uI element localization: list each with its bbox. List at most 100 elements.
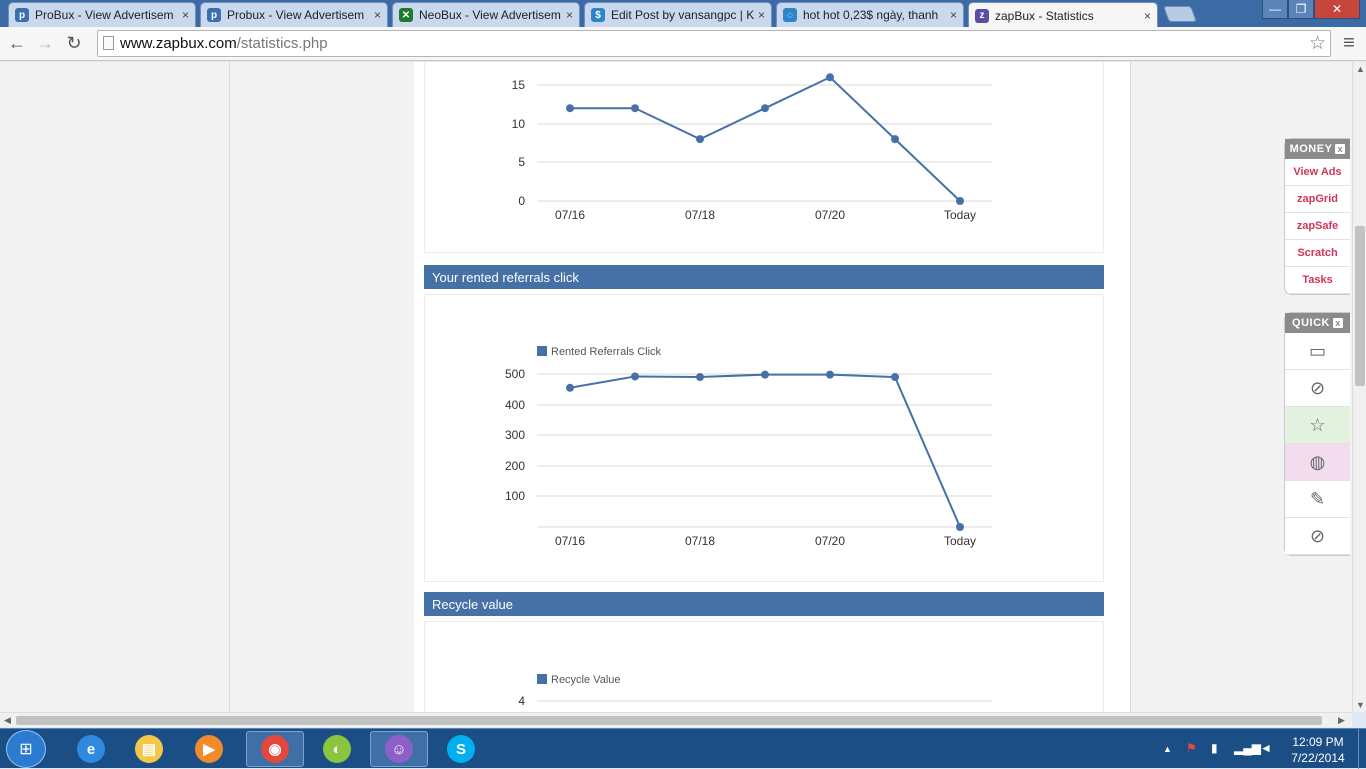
- browser-tab[interactable]: p ProBux - View Advertisem ×: [8, 2, 196, 27]
- data-point: [761, 104, 769, 113]
- favicon-icon: $: [591, 8, 605, 22]
- quick-link[interactable]: ◍: [1285, 444, 1350, 481]
- clock-date: 7/22/2014: [1291, 751, 1345, 765]
- favicon-icon: z: [975, 8, 989, 23]
- rented-referrals-header: Your rented referrals click: [424, 265, 1104, 289]
- y-tick-label: 100: [505, 489, 525, 503]
- url-path: /statistics.php: [236, 35, 328, 52]
- forward-button[interactable]: →: [34, 32, 56, 54]
- quick-link[interactable]: ⊘: [1285, 518, 1350, 555]
- quick-link[interactable]: ✎: [1285, 481, 1350, 518]
- rented-referrals-panel: Rented Referrals Click 500 400 300 200 100 07/…: [424, 294, 1104, 582]
- money-link[interactable]: zapGrid: [1285, 186, 1350, 213]
- coccoc-icon: ◐: [323, 735, 351, 763]
- quick-link[interactable]: ▭: [1285, 333, 1350, 370]
- quick-link[interactable]: ☆: [1285, 407, 1350, 444]
- scroll-down-icon[interactable]: ▼: [1356, 700, 1365, 710]
- taskbar-app[interactable]: ☺: [370, 731, 428, 767]
- quick-title: QUICK: [1292, 317, 1330, 329]
- reload-icon: ↻: [66, 32, 82, 53]
- browser-tab[interactable]: z zapBux - Statistics ×: [968, 2, 1158, 28]
- back-button[interactable]: ←: [6, 32, 28, 54]
- recycle-value-panel: Recycle Value 4: [424, 621, 1104, 712]
- vertical-scrollbar[interactable]: ▲ ▼: [1352, 62, 1366, 712]
- taskbar-app[interactable]: ▤: [120, 731, 178, 767]
- browser-tab[interactable]: ◌ hot hot 0,23$ ngày, thanh ×: [776, 2, 964, 27]
- y-tick-label: 300: [505, 428, 525, 442]
- horizontal-scrollbar[interactable]: ◀ ▶: [0, 712, 1352, 727]
- scroll-up-icon[interactable]: ▲: [1356, 64, 1365, 74]
- money-link[interactable]: View Ads: [1285, 159, 1350, 186]
- quick-link[interactable]: ⊘: [1285, 370, 1350, 407]
- chrome-menu-button[interactable]: ≡: [1338, 32, 1360, 54]
- close-tab-icon[interactable]: ×: [1143, 8, 1151, 23]
- browser-tab[interactable]: p Probux - View Advertisem ×: [200, 2, 388, 27]
- close-tab-icon[interactable]: ×: [949, 8, 957, 22]
- legend-swatch: [537, 674, 547, 684]
- bookmark-star-icon[interactable]: ☆: [1308, 33, 1326, 54]
- skype-icon: S: [447, 735, 475, 763]
- close-tab-icon[interactable]: ×: [373, 8, 381, 22]
- tab-title: Edit Post by vansangpc | K: [611, 8, 754, 22]
- star-icon: ☆: [1309, 414, 1326, 435]
- url-domain: www.zapbux.com: [120, 35, 237, 52]
- show-hidden-icons-icon[interactable]: ▲: [1163, 744, 1172, 754]
- show-desktop-button[interactable]: [1358, 729, 1366, 769]
- volume-icon[interactable]: ◄: [1260, 741, 1272, 755]
- left-gutter: [229, 62, 230, 712]
- legend-label: Rented Referrals Click: [551, 346, 662, 358]
- close-icon[interactable]: x: [1332, 318, 1343, 328]
- close-tab-icon[interactable]: ×: [757, 8, 765, 22]
- money-link[interactable]: Scratch: [1285, 240, 1350, 267]
- new-tab-button[interactable]: [1163, 6, 1197, 22]
- close-window-button[interactable]: ✕: [1314, 0, 1360, 19]
- network-signal-icon[interactable]: ▂▄▆: [1234, 741, 1261, 755]
- data-point: [631, 372, 639, 381]
- battery-icon[interactable]: ▮: [1211, 741, 1218, 755]
- data-point: [761, 370, 769, 379]
- arrow-right-icon: →: [36, 32, 54, 53]
- system-clock[interactable]: 12:09 PM 7/22/2014: [1283, 734, 1353, 766]
- taskbar-app[interactable]: S: [432, 731, 490, 767]
- action-center-flag-icon[interactable]: ⚑: [1186, 741, 1197, 755]
- y-tick-label: 5: [518, 155, 525, 169]
- maximize-button[interactable]: ❐: [1288, 0, 1314, 19]
- money-link[interactable]: zapSafe: [1285, 213, 1350, 240]
- page-icon: [103, 36, 114, 50]
- close-tab-icon[interactable]: ×: [181, 8, 189, 22]
- recycle-value-chart: Recycle Value 4: [518, 674, 992, 708]
- money-sidebar-header: MONEY x: [1285, 139, 1350, 159]
- tab-title: zapBux - Statistics: [995, 8, 1094, 23]
- id-card-icon: ▭: [1308, 340, 1326, 361]
- x-tick-label: 07/18: [685, 534, 715, 548]
- scroll-left-icon[interactable]: ◀: [4, 715, 11, 725]
- close-tab-icon[interactable]: ×: [565, 8, 573, 22]
- x-tick-label: 07/18: [685, 208, 715, 222]
- taskbar-app[interactable]: ▶: [180, 731, 238, 767]
- data-point: [696, 373, 704, 382]
- reload-button[interactable]: ↻: [63, 32, 85, 54]
- money-link[interactable]: Tasks: [1285, 267, 1350, 294]
- horizontal-scroll-thumb[interactable]: [16, 716, 1322, 725]
- data-point: [826, 370, 834, 379]
- x-tick-label: Today: [944, 208, 976, 222]
- y-tick-label: 0: [518, 194, 525, 208]
- taskbar-app[interactable]: ◉: [246, 731, 304, 767]
- vertical-scroll-thumb[interactable]: [1355, 226, 1365, 386]
- address-bar[interactable]: www.zapbux.com/statistics.php ☆: [97, 30, 1331, 57]
- block-icon: ⊘: [1309, 525, 1326, 546]
- taskbar-app[interactable]: e: [62, 731, 120, 767]
- favicon-icon: p: [207, 8, 221, 22]
- internet-explorer-icon: e: [77, 735, 105, 763]
- y-tick-label: 200: [505, 459, 525, 473]
- close-icon[interactable]: x: [1335, 144, 1346, 154]
- start-button[interactable]: ⊞: [6, 730, 46, 768]
- taskbar-app[interactable]: ◐: [308, 731, 366, 767]
- data-point: [696, 135, 704, 144]
- browser-tab[interactable]: ✕ NeoBux - View Advertisem ×: [392, 2, 580, 27]
- minimize-button[interactable]: —: [1262, 0, 1288, 19]
- scroll-right-icon[interactable]: ▶: [1338, 715, 1345, 725]
- browser-tab[interactable]: $ Edit Post by vansangpc | K ×: [584, 2, 772, 27]
- recycle-value-header: Recycle value: [424, 592, 1104, 616]
- y-tick-label: 400: [505, 398, 525, 412]
